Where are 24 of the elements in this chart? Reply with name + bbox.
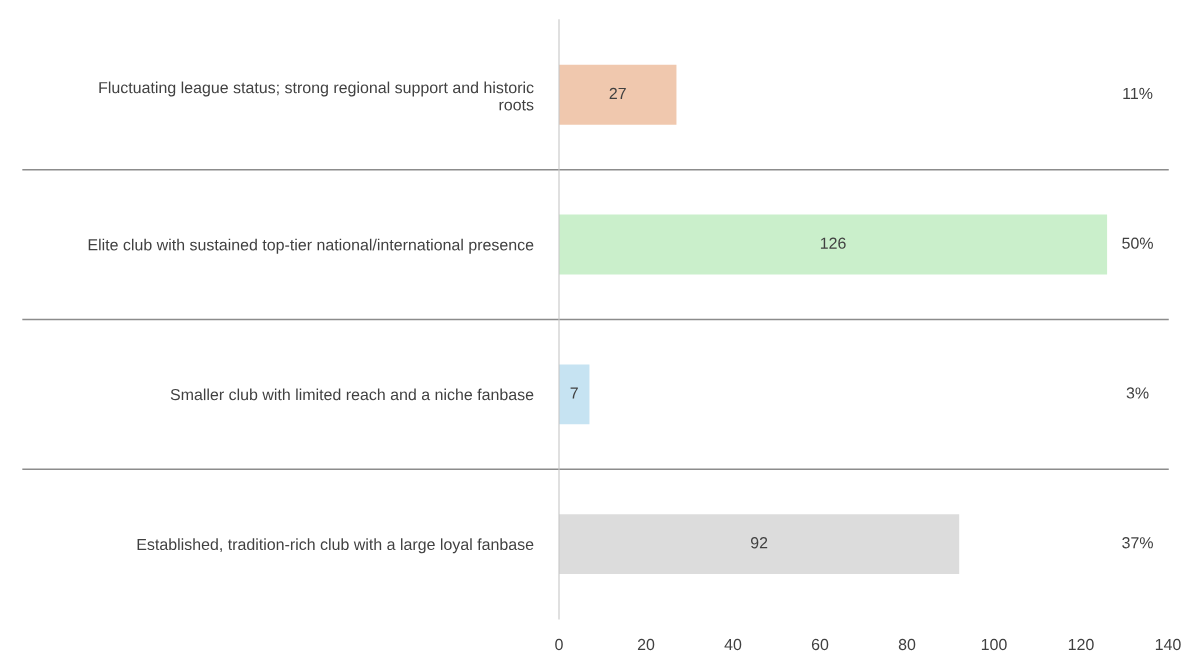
bar: [559, 364, 590, 425]
x-tick-label: 140: [1155, 638, 1181, 651]
data-label: 92: [750, 537, 768, 549]
y-tick-label: Elite club with sustained top-tier national/international presence: [88, 238, 534, 254]
data-label: 126: [820, 237, 846, 249]
y-tick-label: Fluctuating league status; strong regional support and historic roots: [99, 81, 534, 111]
bar: [559, 214, 1108, 275]
x-tick-label: 100: [981, 638, 1007, 651]
y-tick-label: Smaller club with limited reach and a niche fanbase: [170, 388, 534, 401]
annotation: 11%: [1123, 87, 1153, 99]
data-label: 27: [609, 87, 626, 99]
annotation: 50%: [1122, 237, 1153, 249]
x-tick-label: 0: [555, 638, 563, 651]
x-tick-label: 60: [811, 638, 829, 651]
bar: [559, 64, 677, 125]
x-tick-label: 40: [724, 638, 742, 651]
y-tick-label: Established, tradition-rich club with a large loyal fanbase: [137, 538, 534, 554]
annotation: 37%: [1122, 537, 1153, 549]
data-label: 7: [570, 387, 578, 399]
x-tick-label: 120: [1068, 638, 1094, 651]
bar: [559, 514, 960, 575]
x-tick-label: 20: [637, 638, 655, 651]
x-tick-label: 80: [898, 638, 916, 651]
annotation: 3%: [1126, 387, 1149, 399]
